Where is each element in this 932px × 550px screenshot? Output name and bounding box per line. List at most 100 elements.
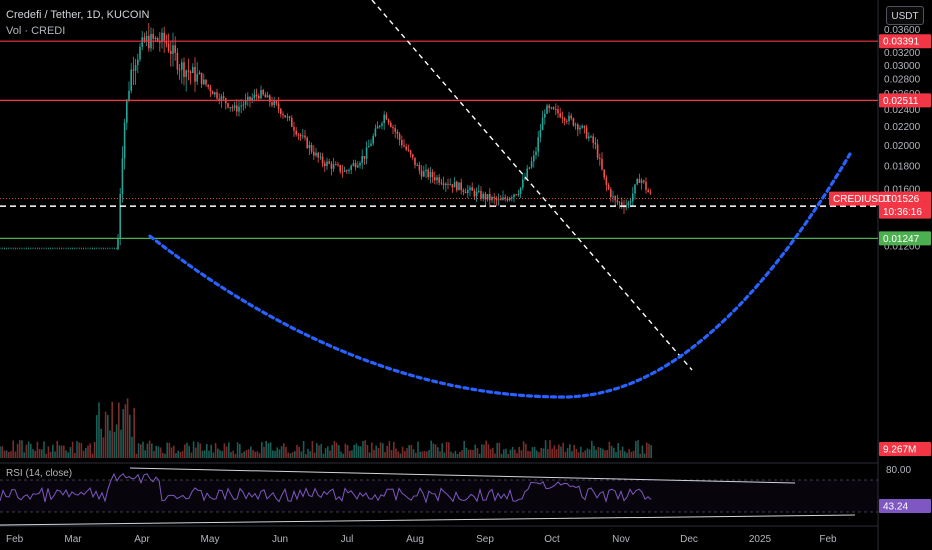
volume-bar bbox=[454, 450, 457, 458]
candle-body bbox=[528, 167, 531, 169]
x-axis-tick: Sep bbox=[476, 534, 494, 545]
rsi-label: RSI (14, close) bbox=[6, 468, 73, 479]
volume-bar bbox=[122, 409, 124, 458]
volume-bar bbox=[399, 453, 402, 458]
candle-body bbox=[343, 170, 346, 172]
volume-bar bbox=[338, 445, 340, 458]
volume-bar bbox=[85, 448, 87, 458]
volume-bar bbox=[214, 443, 217, 458]
y-axis-tick: 0.01600 bbox=[884, 185, 921, 196]
candle-body bbox=[517, 193, 520, 195]
candle-body bbox=[379, 125, 381, 127]
volume-bar bbox=[648, 443, 650, 458]
rsi-tick: 80.00 bbox=[886, 465, 911, 476]
candle-body bbox=[458, 182, 460, 191]
volume-bar bbox=[210, 444, 212, 458]
candle-body bbox=[163, 32, 165, 41]
volume-bar bbox=[203, 450, 206, 458]
volume-bar bbox=[531, 447, 534, 458]
last-price-tag-bg bbox=[879, 191, 931, 206]
volume-bar bbox=[197, 442, 199, 458]
volume-bar bbox=[67, 452, 69, 458]
candle-body bbox=[302, 135, 304, 137]
candle-body bbox=[376, 126, 379, 129]
volume-bar bbox=[511, 446, 514, 458]
volume-bar bbox=[296, 444, 298, 458]
volume-bar bbox=[371, 442, 373, 458]
volume-bar bbox=[410, 444, 413, 458]
volume-bar bbox=[98, 402, 100, 458]
volume-bar bbox=[247, 449, 250, 458]
volume-bar bbox=[551, 448, 553, 458]
volume-bar bbox=[450, 451, 452, 458]
level-tag-bg bbox=[879, 231, 931, 246]
volume-bar bbox=[58, 445, 61, 458]
candle-body bbox=[445, 183, 447, 186]
candle-body bbox=[513, 194, 515, 198]
candle-body bbox=[627, 202, 630, 206]
volume-bar bbox=[621, 446, 624, 458]
volume-bar bbox=[82, 450, 85, 458]
volume-bar bbox=[23, 452, 25, 458]
candle-body bbox=[286, 116, 289, 118]
volume-bar bbox=[373, 449, 375, 458]
volume-bar bbox=[613, 447, 615, 458]
candle-body bbox=[117, 237, 119, 250]
candle-body bbox=[192, 67, 194, 73]
volume-bar bbox=[254, 451, 256, 458]
volume-bar bbox=[404, 451, 406, 458]
volume-bar bbox=[69, 447, 72, 458]
x-axis-tick: Apr bbox=[134, 534, 150, 545]
volume-bar bbox=[437, 447, 439, 458]
volume-bar bbox=[133, 407, 135, 458]
volume-bar bbox=[54, 451, 56, 458]
candle-body bbox=[335, 164, 337, 166]
candle-body bbox=[511, 197, 513, 199]
candle-body bbox=[293, 126, 295, 131]
x-axis-tick: Jun bbox=[272, 534, 288, 545]
volume-bar bbox=[190, 452, 193, 458]
candle-body bbox=[453, 181, 456, 188]
candle-body bbox=[539, 130, 542, 138]
volume-bar bbox=[476, 447, 479, 458]
candle-body bbox=[535, 151, 537, 156]
volume-bar bbox=[448, 442, 450, 458]
volume-bar bbox=[159, 447, 162, 458]
candle-body bbox=[121, 158, 124, 195]
candle-body bbox=[486, 193, 489, 200]
candle-body bbox=[550, 107, 553, 109]
currency-button[interactable]: USDT bbox=[886, 6, 924, 25]
volume-bar bbox=[412, 449, 415, 458]
volume-bar bbox=[131, 436, 133, 458]
volume-bar bbox=[300, 451, 303, 458]
candle-body bbox=[231, 107, 234, 109]
volume-bar bbox=[236, 442, 239, 458]
volume-bar bbox=[298, 446, 300, 458]
volume-bar bbox=[10, 451, 12, 458]
volume-bar bbox=[208, 450, 210, 458]
x-axis-tick: Nov bbox=[612, 534, 630, 545]
candle-body bbox=[172, 45, 174, 54]
candle-body bbox=[469, 187, 471, 190]
candle-body bbox=[616, 200, 619, 203]
candle-body bbox=[203, 79, 205, 85]
volume-bar bbox=[241, 453, 243, 458]
candle-body bbox=[242, 104, 245, 106]
volume-bar bbox=[626, 452, 628, 458]
volume-bar bbox=[610, 445, 613, 458]
candle-body bbox=[634, 184, 636, 194]
candle-body bbox=[167, 43, 170, 52]
volume-bar bbox=[0, 446, 1, 458]
volume-bar bbox=[283, 443, 285, 458]
volume-bar bbox=[21, 440, 23, 458]
candle-body bbox=[205, 79, 207, 85]
volume-bar bbox=[494, 453, 496, 458]
volume-bar bbox=[390, 450, 393, 458]
candle-body bbox=[137, 59, 139, 66]
volume-bar bbox=[516, 453, 518, 458]
volume-bar bbox=[45, 453, 47, 458]
candle-body bbox=[357, 165, 359, 168]
rsi-trendline bbox=[0, 514, 856, 526]
volume-bar bbox=[223, 443, 226, 458]
